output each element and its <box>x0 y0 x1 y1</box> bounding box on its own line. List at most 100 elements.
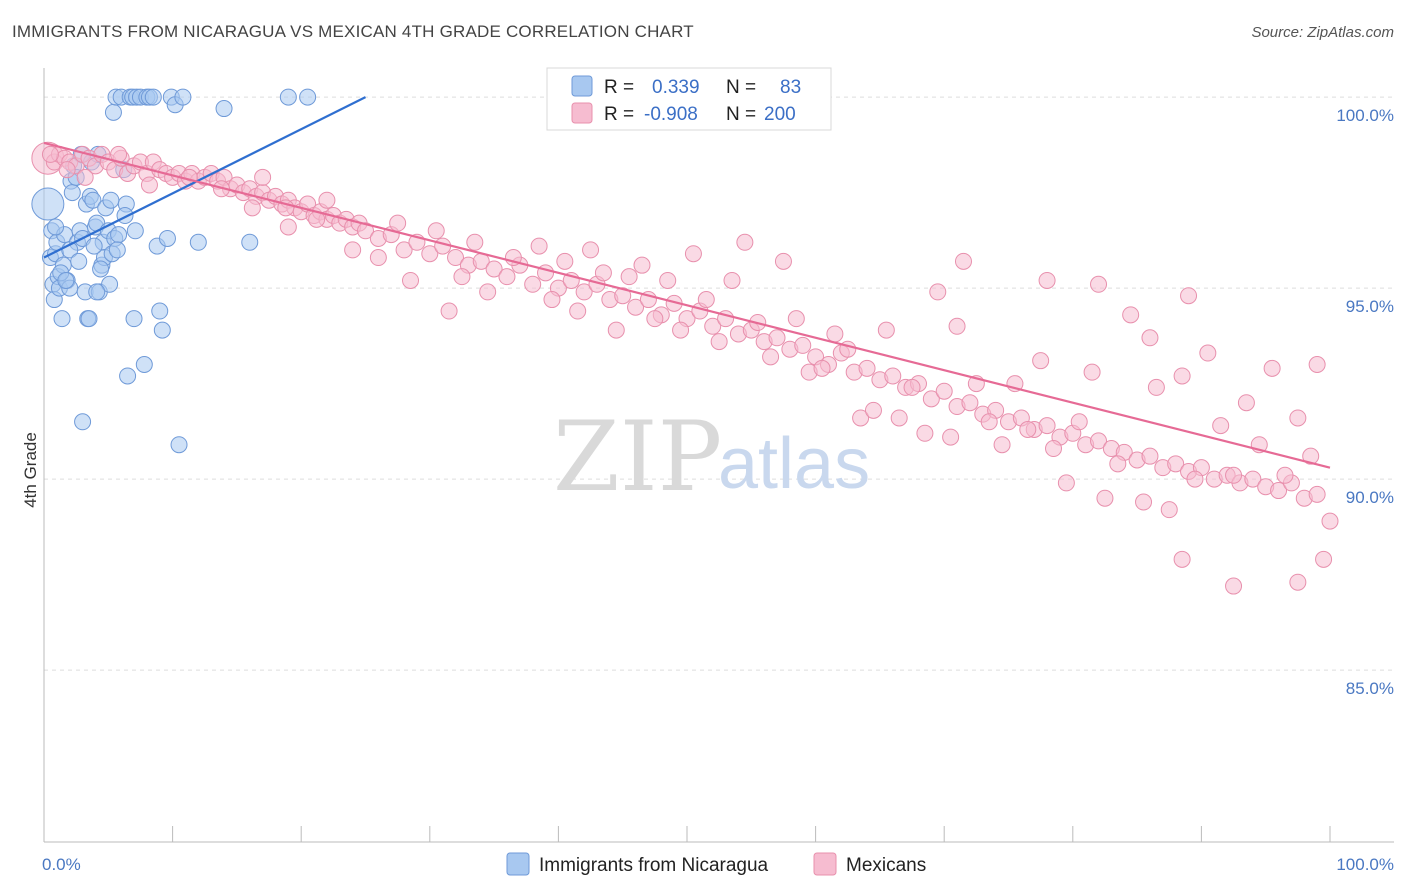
mexicans-point <box>530 237 548 255</box>
nicaragua-point <box>170 436 188 454</box>
nicaragua-point <box>241 233 259 251</box>
legend-r-value: 0.339 <box>652 77 700 98</box>
mexicans-point <box>543 291 561 309</box>
mexicans-point <box>453 268 471 286</box>
mexicans-point <box>1070 413 1088 431</box>
mexicans-point <box>787 310 805 328</box>
mexicans-point <box>620 268 638 286</box>
chart-source: Source: ZipAtlas.com <box>1251 24 1394 41</box>
mexicans-point <box>1173 550 1191 568</box>
bottom-legend-label-mexicans: Mexicans <box>846 855 926 876</box>
mexicans-point <box>903 378 921 396</box>
nicaragua-point <box>135 356 153 373</box>
nicaragua-point <box>31 187 65 221</box>
mexicans-point <box>980 413 998 431</box>
mexicans-point <box>254 168 272 186</box>
mexicans-point <box>659 271 677 289</box>
legend-r-label: R = <box>604 77 634 98</box>
mexicans-point <box>1045 440 1063 458</box>
legend-swatch-mexicans <box>571 102 593 124</box>
nicaragua-point <box>299 88 317 106</box>
mexicans-point <box>916 424 934 442</box>
mexicans-point <box>607 321 625 339</box>
mexicans-point <box>884 367 902 385</box>
x-tick-label: 0.0% <box>42 855 81 874</box>
mexicans-point <box>369 249 387 267</box>
mexicans-point <box>993 436 1011 454</box>
legend-r-label: R = <box>604 104 634 125</box>
mexicans-point <box>1180 287 1198 305</box>
mexicans-point <box>864 401 882 419</box>
mexicans-point <box>723 271 741 289</box>
nicaragua-point <box>85 237 103 255</box>
mexicans-point <box>1160 501 1178 519</box>
mexicans-point <box>447 249 465 267</box>
mexicans-point <box>704 317 722 335</box>
nicaragua-point <box>80 310 98 328</box>
mexicans-point <box>736 233 754 251</box>
nicaragua-point <box>151 302 169 320</box>
y-tick-label: 90.0% <box>1346 488 1394 507</box>
mexicans-point <box>1090 432 1108 450</box>
mexicans-point <box>1147 378 1165 396</box>
mexicans-point <box>858 359 876 377</box>
mexicans-point <box>1167 455 1185 473</box>
mexicans-point <box>440 302 458 320</box>
mexicans-point <box>794 336 812 354</box>
mexicans-point <box>762 348 780 366</box>
mexicans-point <box>1038 417 1056 435</box>
nicaragua-point <box>102 191 120 209</box>
mexicans-point <box>1135 493 1153 511</box>
mexicans-point <box>813 359 831 377</box>
nicaragua-point <box>125 310 143 328</box>
legend-n-value: 83 <box>780 77 801 98</box>
mexicans-point <box>58 161 76 179</box>
mexicans-point <box>877 321 895 339</box>
mexicans-point <box>479 283 497 301</box>
nicaragua-point <box>108 241 126 259</box>
bottom-legend-swatch-mexicans <box>813 852 837 876</box>
nicaragua-point <box>84 191 102 209</box>
y-axis-label: 4th Grade <box>21 432 40 508</box>
mexicans-point <box>421 245 439 263</box>
mexicans-point <box>672 321 690 339</box>
mexicans-point <box>1141 447 1159 465</box>
mexicans-point <box>1057 474 1075 492</box>
bottom-legend-label-nicaragua: Immigrants from Nicaragua <box>539 855 769 876</box>
mexicans-point <box>279 218 297 236</box>
nicaragua-point <box>119 367 137 385</box>
mexicans-point <box>498 268 516 286</box>
mexicans-point <box>569 302 587 320</box>
mexicans-point <box>627 298 645 316</box>
x-tick-label: 100.0% <box>1336 855 1394 874</box>
bottom-legend: Immigrants from Nicaragua Mexicans <box>506 852 926 876</box>
chart-title: IMMIGRANTS FROM NICARAGUA VS MEXICAN 4TH… <box>12 22 694 41</box>
mexicans-point <box>594 264 612 282</box>
mexicans-point <box>1141 329 1159 347</box>
legend-n-value: 200 <box>764 104 796 125</box>
mexicans-point <box>1302 447 1320 465</box>
mexicans-point <box>1237 394 1255 412</box>
mexicans-point <box>1315 550 1333 568</box>
mexicans-point <box>942 428 960 446</box>
legend-n-label: N = <box>726 77 756 98</box>
mexicans-point <box>697 291 715 309</box>
mexicans-point <box>1032 352 1050 370</box>
x-tick-labels: 0.0% 100.0% <box>42 855 1394 874</box>
nicaragua-point <box>53 310 71 328</box>
mexicans-point <box>1090 275 1108 293</box>
nicaragua-point <box>47 218 65 236</box>
y-tick-label: 85.0% <box>1346 679 1394 698</box>
nicaragua-point <box>63 184 81 202</box>
mexicans-point <box>1308 485 1326 503</box>
mexicans-point <box>140 176 158 194</box>
mexicans-point <box>1083 363 1101 381</box>
mexicans-point <box>1186 470 1204 488</box>
nicaragua-point <box>126 222 144 240</box>
mexicans-point <box>1289 573 1307 591</box>
nicaragua-point <box>110 226 128 244</box>
mexicans-point <box>935 382 953 400</box>
correlation-legend: R = 0.339 N = 83 R = -0.908 N = 200 <box>546 67 832 131</box>
mexicans-point <box>929 283 947 301</box>
